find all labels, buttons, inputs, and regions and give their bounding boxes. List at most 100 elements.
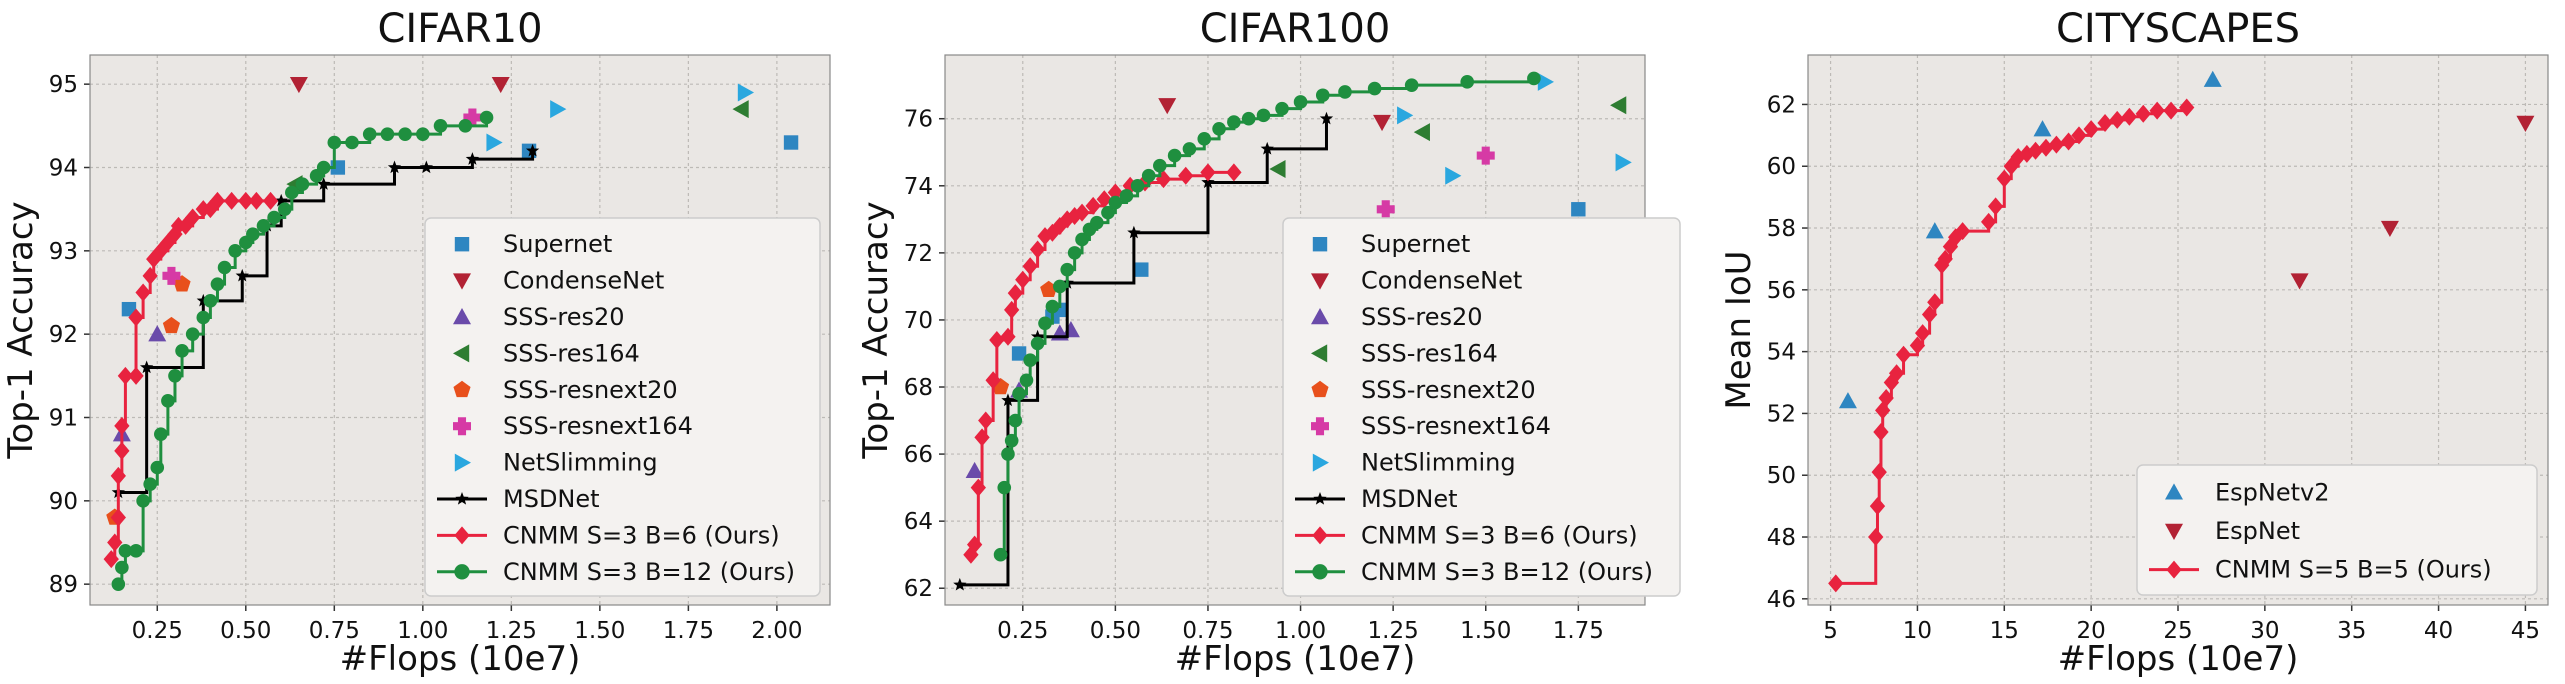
x-tick-label: 5 <box>1823 618 1838 644</box>
series-sss-resnext164 <box>1376 146 1495 219</box>
y-tick-label: 50 <box>1767 463 1796 489</box>
data-point <box>118 544 133 558</box>
data-point <box>217 260 232 275</box>
x-tick-label: 1.50 <box>1460 618 1511 644</box>
data-point <box>465 152 480 165</box>
data-point <box>162 266 181 285</box>
data-point <box>1269 160 1286 179</box>
x-tick-label: 0.25 <box>132 618 183 644</box>
legend-marker <box>2165 523 2183 540</box>
data-point <box>1158 98 1177 115</box>
legend-marker <box>1311 417 1329 436</box>
data-point <box>1241 111 1256 126</box>
data-point <box>2135 104 2151 123</box>
data-point <box>398 127 412 141</box>
data-point <box>362 127 377 141</box>
legend-marker <box>453 308 471 325</box>
data-point <box>1001 393 1015 407</box>
x-tick-label: 0.75 <box>1182 618 1233 644</box>
data-point <box>162 316 180 334</box>
data-point <box>1914 324 1931 343</box>
y-tick-label: 95 <box>49 72 78 98</box>
data-point <box>1134 262 1149 277</box>
x-tick-label: 15 <box>1990 618 2019 644</box>
data-point <box>1108 195 1123 210</box>
data-point <box>486 133 503 152</box>
series-espnet <box>2290 115 2535 290</box>
data-point <box>2179 98 2195 117</box>
legend-marker <box>1311 308 1329 325</box>
data-point <box>1212 121 1226 136</box>
y-tick-label: 72 <box>904 241 933 267</box>
legend-label: CNMM S=3 B=6 (Ours) <box>503 521 780 549</box>
data-point <box>380 127 395 141</box>
legend-marker <box>1313 492 1327 505</box>
data-point <box>1101 205 1115 220</box>
data-point <box>1256 108 1271 123</box>
data-point <box>135 283 151 302</box>
y-tick-label: 90 <box>49 489 78 515</box>
data-point <box>433 119 448 133</box>
legend-marker <box>454 526 470 545</box>
data-point <box>387 160 402 174</box>
data-point <box>2048 135 2065 154</box>
y-tick-label: 91 <box>49 406 78 432</box>
data-point <box>2027 141 2044 160</box>
data-point <box>1226 163 1242 182</box>
panel-title: CIFAR10 <box>377 6 542 52</box>
legend-label: SSS-resnext20 <box>503 376 678 404</box>
plot-frame <box>1807 54 2549 606</box>
legend-box <box>424 217 821 597</box>
x-tick-label: 1.50 <box>574 618 625 644</box>
data-point <box>965 461 984 479</box>
data-point <box>1067 246 1082 260</box>
y-tick-label: 48 <box>1767 525 1796 551</box>
x-tick-label: 0.75 <box>309 618 360 644</box>
data-point <box>128 366 144 385</box>
y-tick-label: 93 <box>49 239 78 265</box>
y-tick-label: 64 <box>904 509 933 535</box>
legend-item: Supernet <box>454 230 612 258</box>
data-point <box>966 535 983 554</box>
data-point <box>783 135 799 150</box>
data-point <box>185 208 201 227</box>
data-point <box>1909 336 1926 355</box>
data-point <box>1015 270 1031 289</box>
data-point <box>111 577 126 591</box>
data-point <box>1053 279 1067 294</box>
x-tick-label: 20 <box>2077 618 2106 644</box>
data-point <box>953 577 967 591</box>
legend-marker <box>454 453 471 472</box>
legend-label: MSDNet <box>503 485 600 513</box>
data-point <box>327 135 342 150</box>
x-tick-label: 35 <box>2337 618 2366 644</box>
y-axis-label: Mean IoU <box>1719 250 1759 409</box>
data-point <box>1029 240 1046 259</box>
data-point <box>168 369 182 383</box>
series-layer <box>1828 70 2535 593</box>
data-point <box>136 494 150 508</box>
series-sss-resnext164 <box>162 108 482 285</box>
legend-item: SSS-resnext20 <box>453 376 678 404</box>
data-point <box>1001 447 1015 461</box>
data-point <box>458 119 473 133</box>
legend-marker <box>454 564 470 580</box>
data-point <box>525 143 540 157</box>
y-tick-label: 52 <box>1767 401 1796 427</box>
data-point <box>974 428 990 447</box>
data-point <box>185 327 200 341</box>
data-point <box>2003 157 2019 176</box>
panel-cifar10: 0.25 0.50 0.75 1.00 1.25 1.50 1.75 2.00 89 90 91 92… <box>1 6 831 679</box>
legend-marker <box>1311 344 1328 363</box>
data-point <box>143 477 157 491</box>
x-axis-label: #Flops (10e7) <box>340 639 581 679</box>
data-point <box>1030 329 1045 343</box>
legend-item: CNMM S=3 B=12 (Ours) <box>1295 558 1653 586</box>
data-point <box>1895 345 1912 364</box>
legend: Supernet CondenseNet SSS-res20 SSS-res164 SS… <box>424 217 821 597</box>
y-tick-label: 56 <box>1767 278 1796 304</box>
data-point <box>1445 166 1462 185</box>
data-point <box>1044 223 1061 242</box>
series-cnmm-s-5-b-5-ours <box>1828 98 2195 593</box>
data-point <box>550 100 567 119</box>
